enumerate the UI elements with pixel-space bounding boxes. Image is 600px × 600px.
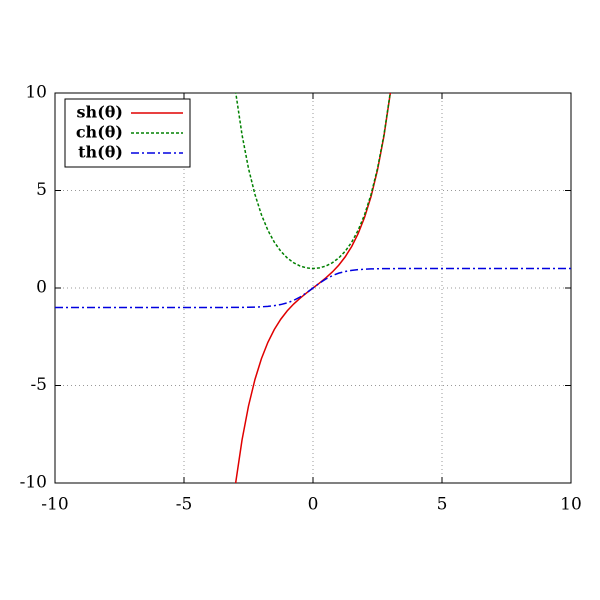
legend-label: sh(θ) [77, 103, 123, 122]
x-tick-label: 5 [437, 495, 448, 515]
x-tick-label: -5 [176, 495, 193, 515]
x-tick-label: 10 [560, 495, 582, 515]
legend-label: ch(θ) [76, 123, 123, 142]
series-line [235, 93, 391, 270]
y-tick-label: -10 [20, 473, 47, 493]
legend-box [64, 98, 191, 168]
legend-label: th(θ) [78, 143, 123, 162]
y-tick-label: 10 [25, 83, 47, 103]
x-tick-label: 0 [308, 495, 319, 515]
y-tick-label: 5 [36, 180, 47, 200]
series-line [55, 267, 571, 309]
y-tick-label: 0 [36, 278, 47, 298]
y-tick-label: -5 [30, 375, 47, 395]
x-tick-label: -10 [41, 495, 68, 515]
